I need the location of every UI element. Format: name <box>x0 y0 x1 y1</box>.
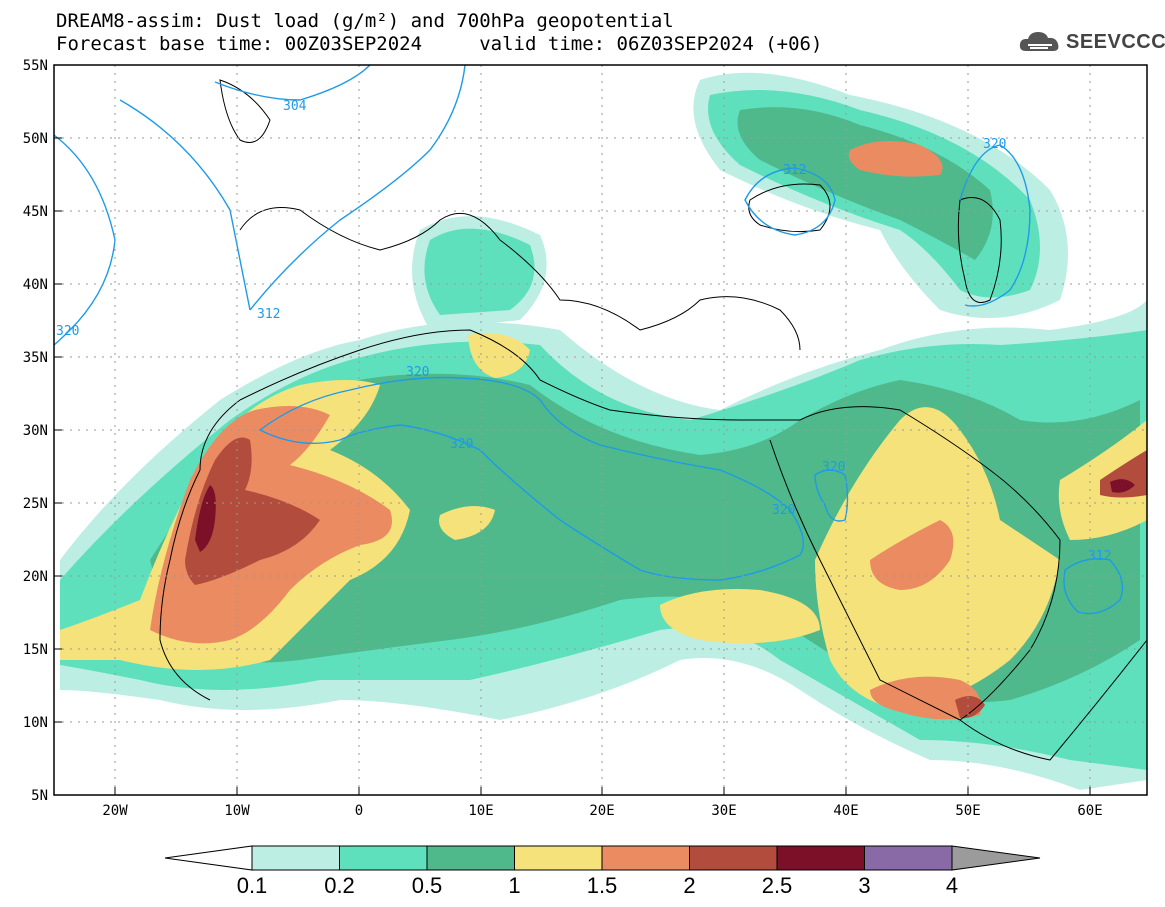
colorbar-tick-label: 1.5 <box>587 873 618 898</box>
contour-label: 320 <box>56 324 79 339</box>
colorbar: 0.1 0.2 0.5 1 1.5 2 2.5 3 4 <box>164 845 1041 898</box>
lon-label: 20E <box>589 803 614 819</box>
lat-label: 50N <box>23 131 48 147</box>
colorbar-swatch <box>601 845 690 871</box>
lat-label: 25N <box>23 496 48 512</box>
contour-label: 320 <box>450 437 473 452</box>
colorbar-swatch <box>426 845 515 871</box>
colorbar-low-arrow <box>164 845 253 871</box>
colorbar-swatch <box>339 845 428 871</box>
dust-area-maroon-iran <box>1110 479 1135 493</box>
dust-area-brown-west <box>185 437 320 585</box>
dust-area-brown-yemen <box>955 696 985 719</box>
coastlines <box>159 79 1147 761</box>
y-axis-labels: 55N 50N 45N 40N 35N 30N 25N 20N 15N 10N … <box>23 58 48 804</box>
dust-area-aqua-europe <box>424 228 535 315</box>
contour-312-europe <box>249 65 466 311</box>
coast-europe <box>239 207 801 351</box>
axis-ticks <box>54 64 1091 795</box>
colorbar-tick-label: 4 <box>946 873 958 898</box>
lon-label: 10E <box>468 803 493 819</box>
dust-area-yellow-egypt <box>660 589 820 644</box>
lat-label: 40N <box>23 277 48 293</box>
lat-label: 5N <box>31 788 48 804</box>
dust-area-orange-arabia <box>870 520 954 590</box>
lat-label: 10N <box>23 715 48 731</box>
contour-320-caucasus <box>959 144 1031 307</box>
logo-text: SEEVCCC <box>1066 30 1165 53</box>
contour-312-blacksea <box>744 167 836 236</box>
map-title-line-1: DREAM8-assim: Dust load (g/m²) and 700hP… <box>56 10 674 32</box>
contour-312-arabian-sea <box>1063 558 1124 615</box>
map-title-line-2: Forecast base time: 00Z03SEP2024 valid t… <box>56 33 823 55</box>
coast-east-africa <box>959 639 1147 761</box>
contour-320-sahara-north <box>258 376 804 581</box>
geopotential-contours <box>54 65 1124 615</box>
dust-area-orange-russia <box>848 141 943 177</box>
coast-north-africa <box>239 329 800 421</box>
contour-labels: 304 312 320 320 320 320 320 320 312 312 <box>56 99 1111 564</box>
contour-label: 312 <box>783 163 806 178</box>
colorbar-tick-label: 2 <box>683 873 695 898</box>
colorbar-tick-label: 2.5 <box>762 873 793 898</box>
colorbar-tick-label: 0.5 <box>412 873 443 898</box>
lon-label: 0 <box>355 803 363 819</box>
lat-label: 55N <box>23 58 48 74</box>
colorbar-swatch <box>251 845 340 871</box>
cloud-icon <box>1019 32 1059 51</box>
contour-label: 304 <box>283 99 307 114</box>
dust-fields <box>60 72 1147 790</box>
lon-label: 10W <box>224 803 250 819</box>
dust-area-orange-yemen <box>870 676 981 720</box>
dust-area-yellow-tunisia <box>468 333 530 378</box>
lat-label: 15N <box>23 642 48 658</box>
lat-label: 30N <box>23 423 48 439</box>
contour-label: 312 <box>1088 549 1111 564</box>
coast-black-sea <box>748 183 831 233</box>
lat-label: 20N <box>23 569 48 585</box>
dust-area-maroon-west <box>195 485 216 552</box>
contour-320-atlantic <box>54 134 116 346</box>
colorbar-high-arrow <box>951 845 1041 871</box>
lat-label: 35N <box>23 350 48 366</box>
contour-label: 320 <box>406 365 429 380</box>
lon-label: 40E <box>833 803 858 819</box>
contour-304 <box>214 65 371 101</box>
colorbar-tick-label: 1 <box>508 873 520 898</box>
colorbar-tick-label: 3 <box>858 873 870 898</box>
colorbar-swatch <box>514 845 603 871</box>
colorbar-swatch <box>776 845 865 871</box>
colorbar-tick-label: 0.2 <box>324 873 355 898</box>
colorbar-swatch <box>864 845 953 871</box>
contour-label: 320 <box>772 503 795 518</box>
seevccc-logo: SEEVCCC <box>1018 28 1165 56</box>
coast-uk <box>219 79 271 143</box>
colorbar-swatch <box>689 845 778 871</box>
lon-label: 50E <box>955 803 980 819</box>
coast-red-sea <box>769 439 961 721</box>
colorbar-tick-label: 0.1 <box>237 873 268 898</box>
coast-caspian <box>957 197 1002 303</box>
x-axis-labels: 20W 10W 0 10E 20E 30E 40E 50E 60E <box>102 803 1102 819</box>
contour-320-redsea <box>814 469 849 522</box>
contour-label: 320 <box>983 137 1006 152</box>
grid-lines <box>54 65 1147 795</box>
contour-label: 312 <box>257 307 280 322</box>
coast-west-africa <box>159 399 241 701</box>
lon-label: 60E <box>1077 803 1102 819</box>
contour-312-west <box>119 99 251 311</box>
contour-label: 320 <box>822 460 845 475</box>
lon-label: 20W <box>102 803 128 819</box>
dust-area-green-caspian <box>737 107 993 261</box>
lat-label: 45N <box>23 204 48 220</box>
lon-label: 30E <box>711 803 736 819</box>
coast-arabia <box>799 406 1061 721</box>
